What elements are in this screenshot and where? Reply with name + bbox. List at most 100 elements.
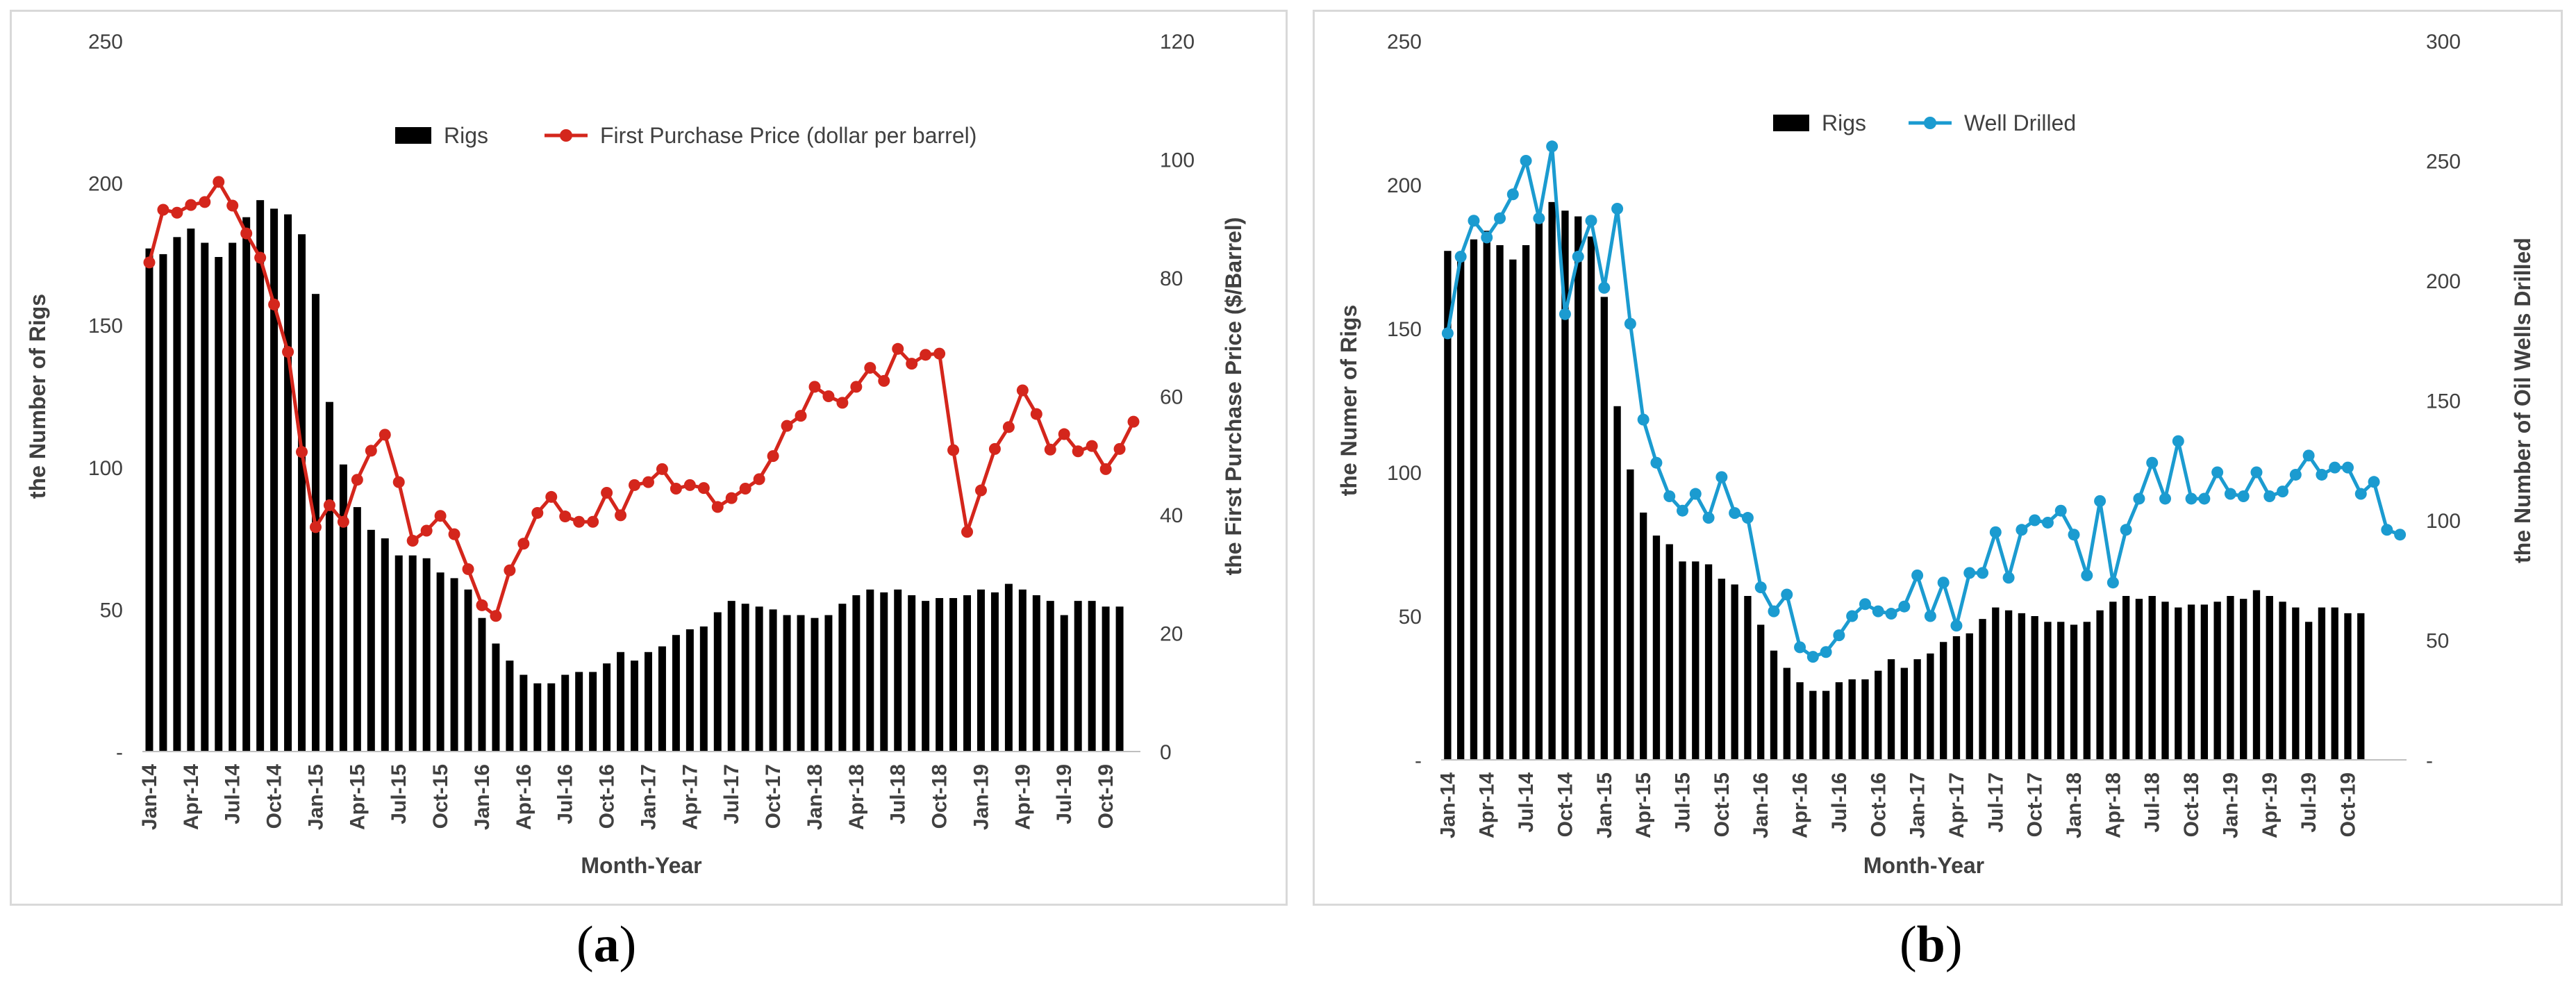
- chart-a-rig-bar: [1102, 606, 1110, 752]
- chart-b-line-point: [1898, 600, 1911, 613]
- chart-b-line-point: [1729, 507, 1741, 520]
- chart-a-line-point: [711, 501, 724, 513]
- chart-b-line-point: [1768, 605, 1780, 617]
- chart-b-rig-bar: [1966, 633, 1973, 760]
- chart-a-line-point: [282, 346, 294, 358]
- chart-b-line-point: [1702, 512, 1715, 524]
- chart-b-line-point: [1494, 212, 1506, 224]
- chart-b-y-right-tick-label: 100: [2426, 510, 2461, 533]
- chart-a-rig-bar: [1004, 583, 1013, 752]
- chart-a-line-point: [268, 298, 281, 310]
- chart-a-line-point: [1086, 440, 1098, 452]
- chart-b-line-point: [1663, 490, 1676, 502]
- chart-a-rig-bar: [520, 674, 528, 752]
- chart-a-y-right-tick-label: 80: [1160, 267, 1183, 290]
- chart-b-rig-bar: [2240, 599, 2247, 760]
- chart-a-rig-bar: [1046, 601, 1054, 752]
- chart-b-rig-bar: [2044, 622, 2052, 760]
- chart-a-x-tick-label: Jan-15: [304, 764, 327, 830]
- chart-b-line-point: [2277, 486, 2289, 498]
- chart-a-line-point: [781, 420, 793, 432]
- chart-a-rig-bar: [824, 615, 833, 752]
- chart-b-x-tick-label: Oct-15: [1711, 772, 1734, 837]
- chart-a-legend-rigs-label: Rigs: [444, 123, 488, 148]
- chart-b-y-left-tick-label: 50: [1399, 606, 1422, 629]
- chart-b-y-right-tick-label: 300: [2426, 31, 2461, 53]
- chart-b-rig-bar: [1483, 231, 1490, 760]
- chart-a-rig-bar: [838, 604, 847, 752]
- chart-a-line-point: [988, 442, 1001, 455]
- panel-label-b: (b): [1900, 916, 1963, 973]
- chart-b-line-point: [1989, 526, 2002, 538]
- chart-a-rig-bar: [658, 646, 666, 752]
- chart-a-line-point: [448, 528, 460, 540]
- chart-a-line-point: [947, 444, 960, 456]
- chart-b-legend-rigs-swatch: [1773, 115, 1809, 131]
- chart-b-rig-bar: [2344, 613, 2352, 760]
- chart-a-rig-bar: [575, 672, 583, 752]
- chart-b-line-point: [1977, 567, 1989, 579]
- chart-b-x-axis-title: Month-Year: [1863, 853, 1984, 878]
- chart-b-line-point: [1963, 567, 1976, 579]
- chart-b-rig-bar: [1522, 244, 1530, 760]
- chart-a-line-point: [406, 535, 419, 547]
- chart-b-x-tick-label: Apr-17: [1945, 772, 1968, 838]
- chart-a-y-left-tick-label: 150: [88, 315, 123, 338]
- chart-b-rig-bar: [1444, 251, 1452, 761]
- chart-b-line-point: [2041, 516, 2054, 529]
- chart-a-line-point: [1072, 445, 1084, 458]
- chart-a-x-tick-label: Apr-17: [679, 764, 701, 830]
- chart-b-rig-bar: [1561, 210, 1569, 760]
- chart-b-line-point: [1585, 215, 1597, 227]
- chart-a-rig-bar: [880, 592, 888, 752]
- chart-b-rig-bar: [2187, 604, 2195, 760]
- chart-a-line-point: [143, 256, 156, 269]
- chart-a-rig-bar: [201, 242, 209, 752]
- chart-a-line-point: [878, 374, 890, 387]
- chart-b-rig-bar: [1613, 406, 1621, 760]
- chart-a-line-point: [1099, 463, 1112, 475]
- chart-a-line-point: [462, 563, 474, 575]
- chart-a-x-tick-label: Oct-17: [762, 764, 785, 829]
- chart-a-line-point: [157, 204, 169, 216]
- chart-a-rig-bar: [492, 643, 500, 752]
- chart-b-x-tick-label: Oct-18: [2180, 772, 2203, 837]
- chart-a-line-point: [1002, 421, 1015, 433]
- chart-b-y-left-tick-label: 250: [1387, 31, 1422, 53]
- chart-b-line-point: [2002, 572, 2015, 584]
- chart-b-x-tick-label: Oct-19: [2336, 772, 2359, 837]
- chart-b-rig-bar: [1940, 642, 1947, 760]
- chart-a-line-point: [323, 499, 335, 511]
- chart-b-rig-bar: [1457, 256, 1465, 760]
- chart-a-line-point: [683, 479, 696, 491]
- chart-b-rig-bar: [2200, 604, 2209, 760]
- chart-b-x-tick-label: Jan-14: [1436, 772, 1459, 838]
- chart-b-rig-bar: [2161, 602, 2169, 760]
- chart-a-line-point: [1058, 428, 1070, 440]
- chart-b-rig-bar: [2083, 622, 2091, 760]
- chart-a-rig-bar: [339, 464, 347, 752]
- chart-b-line-point: [1872, 605, 1884, 617]
- chart-b-line-point: [1546, 140, 1559, 153]
- chart-b-line-point: [1806, 651, 1819, 663]
- chart-a-line-point: [476, 599, 488, 611]
- chart-a-x-tick-label: Jan-14: [138, 764, 161, 830]
- chart-a-rig-bar: [270, 208, 279, 752]
- chart-a-line-point: [171, 206, 183, 219]
- chart-b-rig-bar: [1770, 650, 1778, 760]
- chart-b-rig-bar: [2318, 607, 2326, 760]
- chart-a-rig-bar: [436, 572, 444, 752]
- chart-b-rig-bar: [2122, 596, 2130, 760]
- chart-b-rig-bar: [1496, 244, 1504, 760]
- chart-b-rig-bar: [2357, 613, 2365, 760]
- chart-a-rig-bar: [506, 661, 514, 752]
- chart-a-x-tick-label: Jul-18: [887, 764, 910, 824]
- chart-a-line-point: [822, 390, 835, 402]
- chart-b-x-tick-label: Jan-19: [2219, 772, 2242, 838]
- chart-a-line-point: [434, 510, 447, 522]
- chart-a-legend-line-label: First Purchase Price (dollar per barrel): [600, 123, 977, 148]
- chart-a-line-point: [213, 176, 225, 188]
- chart-a-y-right-tick-label: 40: [1160, 504, 1183, 527]
- chart-a-line-point: [240, 227, 253, 240]
- chart-a-x-tick-label: Jul-14: [222, 764, 244, 824]
